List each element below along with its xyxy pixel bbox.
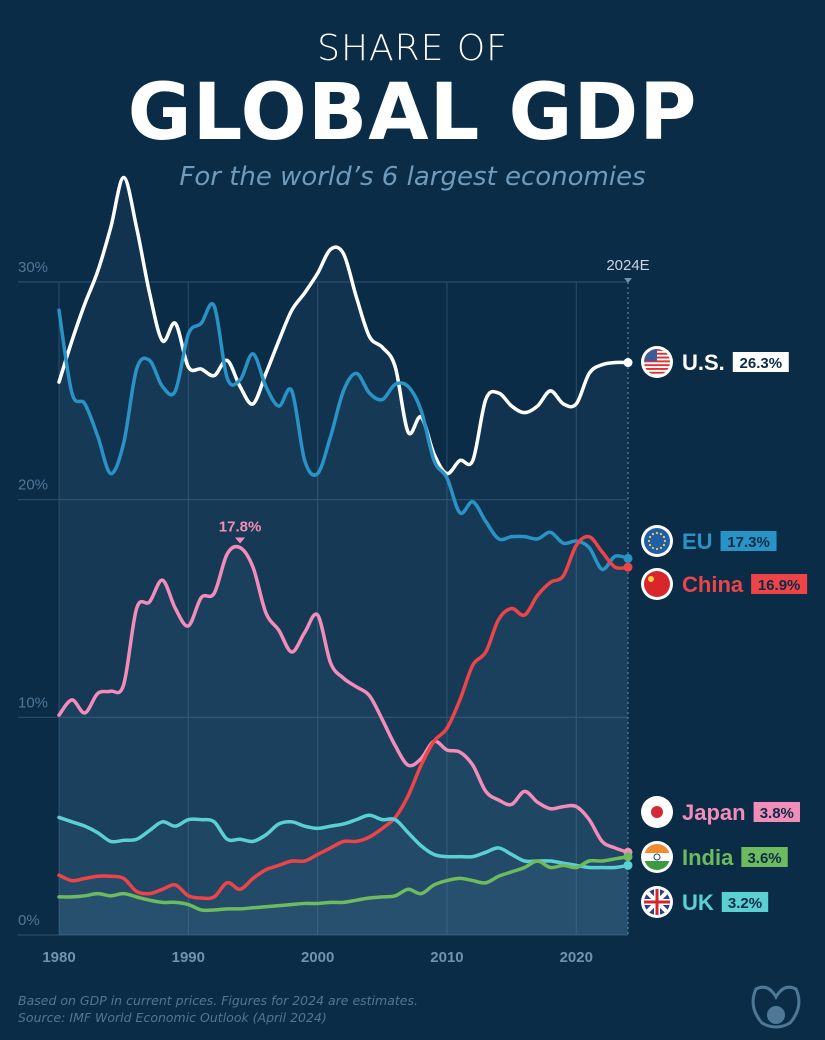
flag-stripe [644,368,670,370]
series-area-china [59,536,628,935]
series-end-point [623,852,633,862]
peak-annotation-label: 17.8% [219,519,262,536]
estimate-marker-label: 2024E [606,257,649,274]
flag-star [659,546,663,550]
china-flag-icon [644,571,670,597]
legend-value-label: 3.6% [747,850,781,867]
legend-value-badge [751,574,808,594]
legend-series-name: EU [682,529,713,554]
series-line-us [57,175,630,476]
flag-star [651,546,655,550]
series-line-japan [57,544,630,855]
series-line-china [57,534,630,901]
flag-star [662,543,666,547]
flag-stripe [644,371,670,374]
legend-value-badge [741,847,788,867]
flag-star [651,532,655,536]
series-area-us [59,177,628,935]
legend-value-label: 17.3% [727,534,770,551]
legend-value-badge [720,531,777,551]
legend-item-us: U.S. 26.3% [641,346,789,378]
y-tick-label: 20% [18,477,48,494]
footer-note: Based on GDP in current prices. Figures … [18,993,418,1008]
flag-band [644,844,670,853]
legend-item-india: India 3.6% [641,841,788,873]
series-area-india [59,856,628,935]
us-flag-icon [644,349,670,374]
flag-cross-red [644,889,670,915]
legend-series-name: India [682,845,734,870]
x-tick-label: 1980 [42,949,75,966]
legend-series-name: China [682,572,744,597]
footer-source: Source: IMF World Economic Outlook (Apri… [18,1010,327,1025]
legend-item-china: China 16.9% [641,568,808,600]
india-flag-icon [644,844,670,870]
series-end-point [623,553,633,563]
flag-star [662,535,666,539]
line-chart: 0% 10% 20% 30% 1980 1990 2000 2010 2020 2024E 17.8… [18,175,808,966]
uk-flag-icon [644,889,670,915]
flag-band [644,853,670,861]
flag-stripe [644,364,670,367]
flag-star [659,532,663,536]
estimate-marker-arrow [624,278,632,283]
legend-value-badge [721,892,769,912]
flag-chakra [653,853,661,861]
visual-capitalist-logo [751,985,801,1029]
legend-series-name: Japan [682,800,746,825]
legend-value-label: 3.2% [728,895,762,912]
flag-band [644,861,670,870]
y-tick-label: 10% [18,694,48,711]
flag-star [648,576,654,582]
flag-star [648,535,652,539]
legend-item-uk: UK 3.2% [641,886,769,918]
legend-value-label: 16.9% [758,577,801,594]
flag-stripe [644,360,670,363]
flag-star [663,539,667,543]
flag-star [655,547,659,551]
series-area-uk [59,815,628,935]
flag-field [644,571,670,597]
japan-flag-icon [644,799,670,825]
series-area-japan [59,546,628,935]
legend-item-eu: EU 17.3% [641,525,777,557]
annotation-arrow [235,537,246,544]
flag-star [647,539,651,543]
legend-series-name: U.S. [682,350,725,375]
series-end-point [623,358,633,368]
eu-flag-icon [644,528,670,554]
legend-value-badge [753,802,800,822]
x-tick-label: 2010 [430,949,463,966]
series-line-eu [57,302,630,572]
series-end-point [623,562,633,572]
x-tick-label: 2000 [301,949,334,966]
flag-sun [651,806,663,818]
legend-item-japan: Japan 3.8% [641,796,800,828]
x-tick-label: 2020 [560,949,593,966]
x-tick-label: 1990 [172,949,205,966]
y-tick-label: 0% [18,912,40,929]
footer: Based on GDP in current prices. Figures … [18,992,418,1026]
y-tick-label: 30% [18,259,48,276]
series-line-india [57,854,630,913]
chart-subtitle: For the world’s 6 largest economies [179,162,646,192]
legend-series-name: UK [682,890,714,915]
chart-kicker: SHARE OF [317,28,508,69]
series-area-eu [59,303,628,935]
legend-value-label: 3.8% [760,805,794,822]
legend-value-badge [732,352,789,372]
series-end-point [623,860,633,870]
flag-star [648,543,652,547]
legend-value-label: 26.3% [740,355,783,372]
flag-star [655,531,659,535]
chart-title: GLOBAL GDP [127,68,698,158]
